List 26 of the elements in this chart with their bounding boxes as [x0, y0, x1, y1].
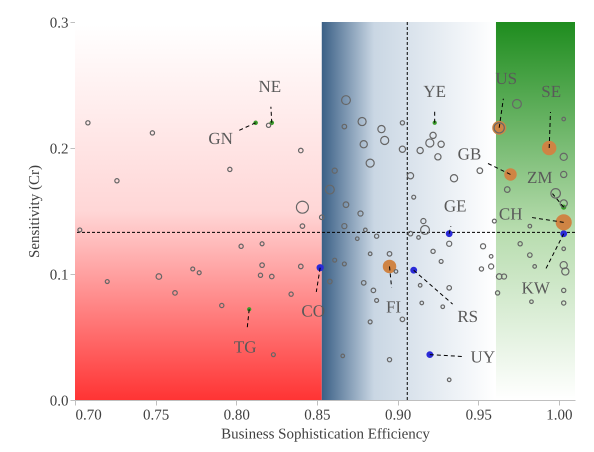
x-tick-label: 0.90 — [384, 408, 412, 424]
annotation: FI — [386, 297, 402, 316]
x-tick-label: 0.75 — [143, 408, 170, 424]
annotation: GN — [208, 128, 233, 148]
y-tick-label: 0.2 — [50, 142, 68, 158]
x-tick-label: 1.00 — [546, 408, 572, 424]
annotation: SE — [541, 82, 562, 101]
annotation: UY — [470, 348, 496, 367]
x-axis-title: Business Sophistication Efficiency — [221, 426, 430, 442]
annotation: YE — [423, 82, 446, 101]
y-tick-label: 0.3 — [50, 16, 68, 32]
x-tick-label: 0.70 — [76, 408, 102, 424]
annotation: ZM — [526, 168, 552, 188]
y-axis-title: Sensitivity (Cr) — [26, 165, 43, 258]
annotation: TG — [234, 337, 257, 356]
y-tick-label: 0.1 — [50, 268, 68, 284]
annotation: GB — [458, 144, 482, 164]
annotation: RS — [457, 307, 478, 326]
annotation: GE — [444, 196, 467, 216]
x-tick-label: 0.95 — [466, 408, 492, 424]
x-tick-label: 0.80 — [224, 408, 250, 424]
annotation: NE — [258, 76, 282, 96]
annotation: KW — [522, 278, 551, 298]
x-tick-label: 0.85 — [304, 408, 331, 424]
annotation: CH — [498, 204, 523, 224]
y-tick-label: 0.0 — [50, 394, 68, 410]
